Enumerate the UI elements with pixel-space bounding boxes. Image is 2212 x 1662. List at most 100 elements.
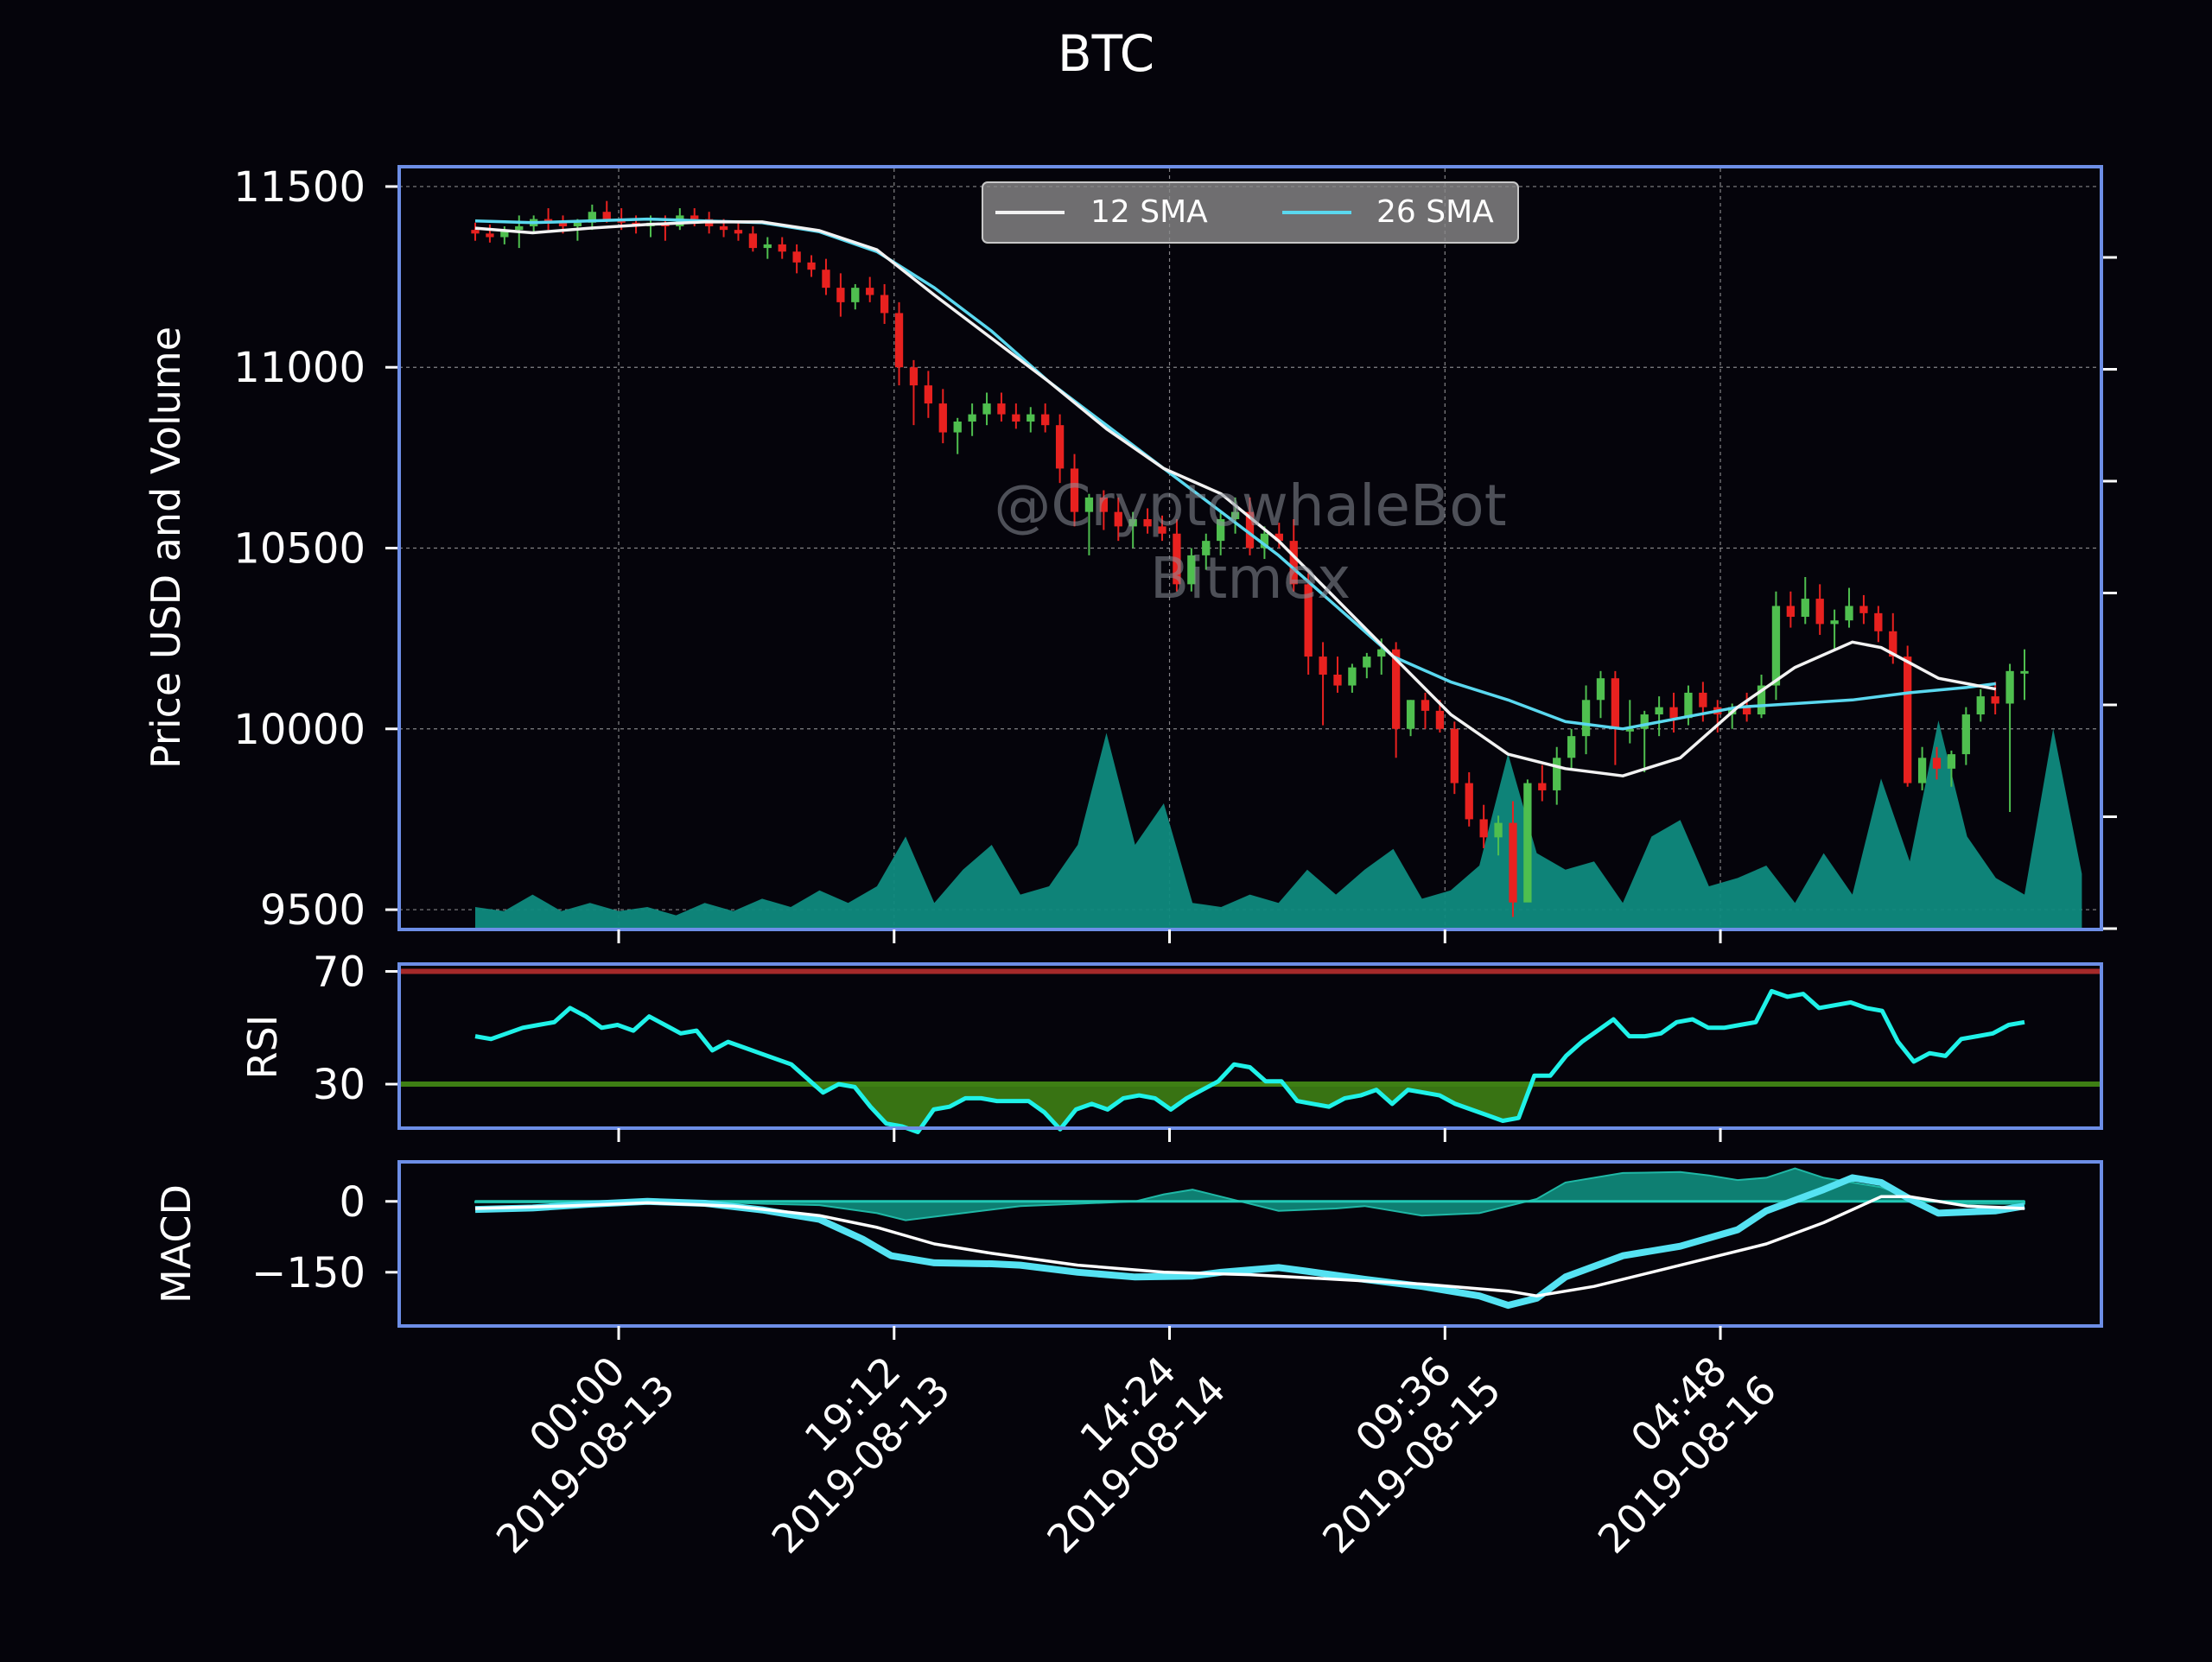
candle-body-76 (1581, 700, 1591, 737)
candle-body-28 (880, 295, 889, 314)
candle-42 (1084, 493, 1094, 555)
candle-65 (1421, 692, 1430, 729)
candle-35 (982, 392, 991, 426)
candle-46 (1143, 508, 1152, 534)
candle-88 (1757, 675, 1766, 719)
candle-body-53 (1245, 511, 1255, 549)
candle-57 (1304, 573, 1313, 675)
candle-body-27 (866, 288, 874, 295)
candle-body-78 (1611, 678, 1620, 729)
candle-body-100 (1932, 758, 1942, 769)
candle-body-94 (1845, 606, 1853, 621)
watermark-line-2: Bitmex (1150, 545, 1351, 612)
candle-77 (1596, 670, 1605, 719)
candle-body-26 (851, 288, 860, 302)
candle-body-81 (1655, 707, 1663, 715)
candle-body-7 (573, 222, 582, 226)
candle-32 (938, 389, 947, 444)
price-ytick-label-2: 10500 (233, 525, 365, 574)
candle-54 (1260, 526, 1269, 560)
candle-body-64 (1406, 700, 1415, 729)
candle-70 (1494, 815, 1503, 856)
candle-body-48 (1173, 533, 1181, 585)
candle-27 (866, 276, 874, 302)
candle-body-33 (953, 422, 962, 433)
price-ytick-label-0: 9500 (260, 886, 365, 935)
candle-body-39 (1041, 414, 1050, 426)
candle-body-42 (1084, 497, 1094, 512)
macd-ytick-label-1: −150 (251, 1249, 365, 1297)
candle-106 (2020, 649, 2029, 701)
candle-body-62 (1377, 649, 1386, 657)
candle-body-17 (719, 225, 728, 231)
candle-body-35 (982, 403, 991, 415)
candle-91 (1801, 576, 1809, 625)
candle-body-46 (1143, 519, 1152, 527)
candle-body-91 (1801, 599, 1809, 618)
candle-body-58 (1319, 657, 1327, 675)
candle-99 (1917, 746, 1927, 790)
legend-label-sma26: 26 SMA (1376, 194, 1494, 230)
rsi-series-line (474, 988, 2025, 1134)
candle-body-103 (1976, 696, 1985, 715)
candle-104 (1991, 682, 1999, 715)
macd-y-axis: 0 −150 (251, 1178, 399, 1297)
candle-body-32 (938, 403, 947, 433)
candle-body-105 (2005, 670, 2014, 704)
candle-body-23 (807, 262, 816, 270)
candle-61 (1363, 652, 1371, 679)
macd-signal-line (474, 1195, 2025, 1297)
candle-30 (909, 359, 918, 426)
candle-37 (1012, 403, 1020, 429)
candle-100 (1932, 746, 1942, 780)
candle-26 (851, 283, 860, 310)
candle-body-88 (1757, 685, 1766, 715)
candle-body-30 (909, 367, 918, 386)
candle-body-8 (588, 212, 596, 223)
candle-body-44 (1114, 511, 1122, 527)
candle-83 (1684, 685, 1693, 726)
candle-body-84 (1699, 692, 1707, 707)
volume-right-ticks (2101, 256, 2117, 930)
candle-102 (1961, 707, 1970, 765)
candle-body-106 (2020, 670, 2029, 674)
candle-44 (1114, 497, 1122, 542)
candle-38 (1027, 407, 1035, 433)
candle-body-63 (1391, 649, 1401, 729)
candle-74 (1553, 746, 1561, 805)
candle-body-87 (1742, 707, 1751, 715)
candle-28 (880, 283, 889, 324)
candle-body-43 (1099, 497, 1109, 512)
candle-34 (968, 403, 976, 436)
candle-body-3 (515, 225, 524, 231)
candle-78 (1611, 670, 1620, 765)
price-ytick-label-4: 11500 (233, 163, 365, 212)
candle-body-82 (1669, 707, 1678, 719)
candle-8 (588, 204, 596, 231)
candle-body-22 (792, 251, 801, 263)
candle-body-38 (1027, 414, 1035, 422)
candle-68 (1465, 772, 1473, 827)
candle-body-37 (1012, 414, 1020, 422)
candle-body-25 (836, 288, 845, 302)
candle-82 (1669, 692, 1678, 733)
candle-93 (1830, 609, 1839, 650)
macd-lines (474, 1174, 2025, 1310)
candle-95 (1859, 594, 1868, 625)
candle-body-74 (1553, 758, 1561, 790)
candle-body-72 (1523, 783, 1532, 903)
candle-73 (1538, 764, 1547, 802)
candle-36 (997, 392, 1006, 422)
watermark-line-1: @CryptowhaleBot (994, 473, 1506, 539)
sma-legend: 12 SMA 26 SMA (982, 181, 1519, 244)
candle-19 (748, 225, 758, 252)
candle-48 (1173, 519, 1181, 592)
rsi-ytick-label-1: 70 (313, 948, 365, 997)
rsi-line (474, 988, 2025, 1134)
rsi-panel-frame (397, 962, 2103, 1130)
price-panel-frame (397, 165, 2103, 931)
candle-body-2 (500, 230, 509, 238)
candle-51 (1217, 511, 1225, 555)
candle-76 (1581, 685, 1591, 755)
